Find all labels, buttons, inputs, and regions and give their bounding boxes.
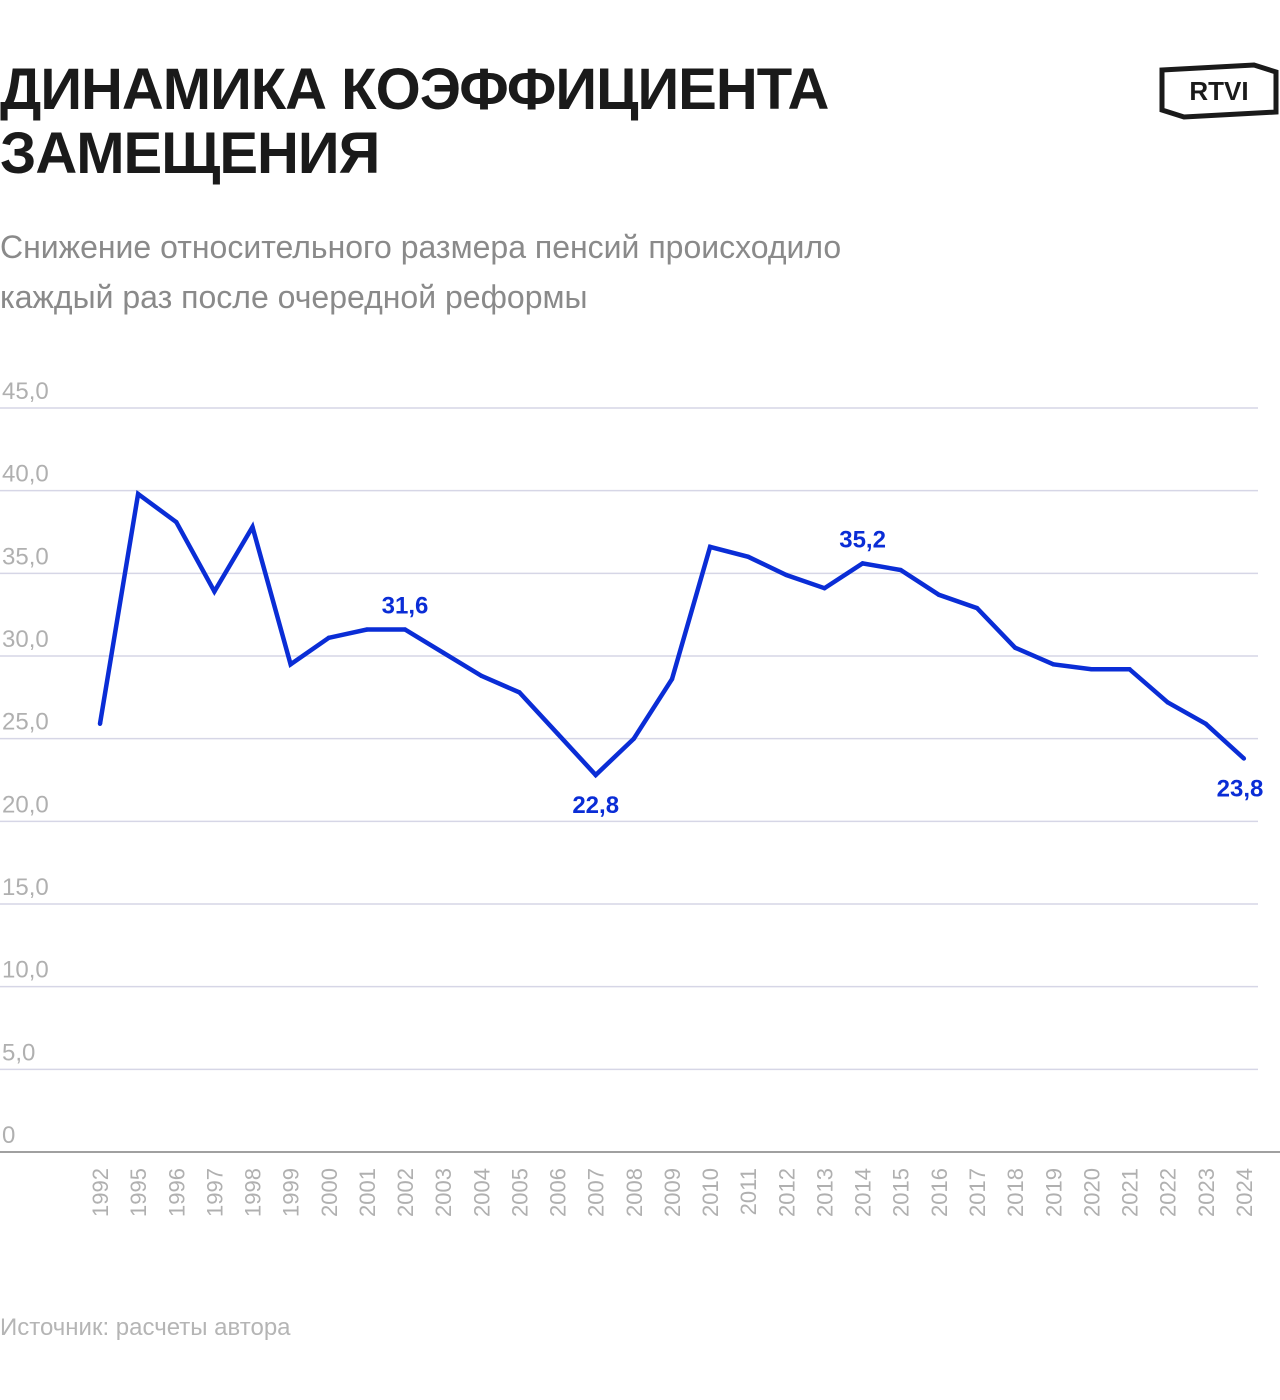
data-point (974, 605, 980, 611)
x-tick-label: 2010 (698, 1168, 723, 1217)
y-tick-label: 40,0 (2, 461, 49, 488)
data-point (593, 772, 598, 778)
title-line-2: ЗАМЕЩЕНИЯ (0, 121, 380, 186)
x-tick-label: 2000 (317, 1168, 342, 1217)
x-tick-label: 2007 (584, 1168, 609, 1217)
x-tick-label: 1992 (88, 1168, 113, 1217)
x-tick-label: 1996 (164, 1168, 189, 1217)
chart-title: ДИНАМИКА КОЭФФИЦИЕНТА ЗАМЕЩЕНИЯ (0, 58, 1000, 186)
data-point (669, 676, 675, 682)
x-tick-label: 2023 (1194, 1168, 1219, 1217)
data-point (1051, 662, 1056, 667)
x-tick-label: 1998 (241, 1168, 266, 1217)
x-tick-label: 1995 (126, 1168, 151, 1217)
y-tick-label: 35,0 (2, 543, 49, 570)
data-point (1089, 667, 1094, 672)
data-point (631, 736, 637, 741)
data-point (402, 627, 408, 632)
data-point (746, 554, 751, 559)
data-point (1241, 756, 1247, 761)
data-point (1012, 645, 1018, 650)
data-point (135, 491, 141, 497)
data-point (1203, 721, 1208, 726)
x-tick-label: 2008 (622, 1168, 647, 1217)
x-tick-label: 2011 (736, 1168, 761, 1215)
rtvi-logo: RTVI (1159, 62, 1279, 120)
y-tick-label: 5,0 (2, 1039, 35, 1066)
source-note: Источник: расчеты автора (0, 1314, 291, 1341)
data-point (250, 524, 255, 530)
data-point (898, 567, 903, 573)
y-tick-label: 30,0 (2, 626, 49, 653)
x-tick-label: 2004 (469, 1168, 494, 1217)
x-tick-label: 2015 (889, 1168, 914, 1217)
y-tick-label: 45,0 (2, 378, 49, 405)
x-tick-label: 2003 (431, 1168, 456, 1217)
line-chart: 0 5,0 10,0 15,0 20,0 25,0 30,0 35,0 40,0 45,0 199… (0, 378, 1280, 1217)
x-tick-label: 2020 (1079, 1168, 1104, 1217)
data-point (936, 592, 942, 598)
x-tick-label: 2009 (660, 1168, 685, 1217)
data-point (440, 650, 446, 655)
x-tick-label: 2018 (1003, 1168, 1028, 1217)
data-label: 23,8 (1217, 776, 1264, 803)
data-point (707, 544, 713, 550)
data-point (517, 690, 522, 695)
x-tick-label: 2002 (393, 1168, 418, 1217)
data-point (555, 731, 560, 736)
title-line-1: ДИНАМИКА КОЭФФИЦИЕНТА (0, 57, 829, 122)
data-point (212, 589, 217, 594)
data-points (97, 491, 1247, 778)
data-label: 22,8 (572, 792, 619, 819)
data-point (1165, 700, 1170, 705)
data-point (288, 662, 293, 667)
x-tick-label: 2021 (1118, 1168, 1143, 1217)
x-tick-label: 2005 (507, 1168, 532, 1217)
data-point (97, 721, 103, 726)
data-point (326, 635, 331, 641)
x-tick-label: 1999 (279, 1168, 304, 1217)
data-point (479, 673, 484, 679)
data-point (1127, 667, 1132, 672)
chart-subtitle: Снижение относительного размера пенсий п… (0, 222, 1100, 322)
data-point (364, 627, 370, 632)
y-tick-label: 0 (2, 1122, 15, 1149)
y-tick-label: 10,0 (2, 957, 49, 984)
x-tick-label: 1997 (202, 1168, 227, 1217)
y-tick-label: 25,0 (2, 709, 49, 736)
x-tick-label: 2006 (546, 1168, 571, 1217)
series-line (97, 490, 1246, 779)
grid-lines (0, 407, 1258, 1071)
data-point (822, 586, 827, 591)
subtitle-line-1: Снижение относительного размера пенсий п… (0, 229, 842, 265)
x-tick-label: 2019 (1041, 1168, 1066, 1217)
y-axis-ticks: 0 5,0 10,0 15,0 20,0 25,0 30,0 35,0 40,0 45,0 (2, 378, 49, 1149)
y-tick-label: 20,0 (2, 791, 49, 818)
x-axis-ticks: 1992 1995 1996 1997 1998 1999 2000 2001 2002 2003… (88, 1168, 1257, 1217)
data-label: 31,6 (382, 593, 429, 620)
x-tick-label: 2016 (927, 1168, 952, 1217)
data-point (784, 572, 789, 578)
x-tick-label: 2022 (1156, 1168, 1181, 1217)
data-point (174, 519, 179, 525)
x-tick-label: 2001 (355, 1168, 380, 1217)
data-label: 35,2 (839, 526, 886, 553)
data-point (860, 561, 865, 566)
data-labels: 31,6 22,8 35,2 23,8 (382, 526, 1264, 819)
x-tick-label: 2024 (1232, 1168, 1257, 1217)
y-tick-label: 15,0 (2, 874, 49, 901)
subtitle-line-2: каждый раз после очередной реформы (0, 279, 588, 315)
x-tick-label: 2017 (965, 1168, 990, 1217)
x-tick-label: 2014 (851, 1168, 876, 1217)
x-tick-label: 2012 (774, 1168, 799, 1217)
logo-text: RTVI (1189, 76, 1248, 106)
x-tick-label: 2013 (812, 1168, 837, 1217)
